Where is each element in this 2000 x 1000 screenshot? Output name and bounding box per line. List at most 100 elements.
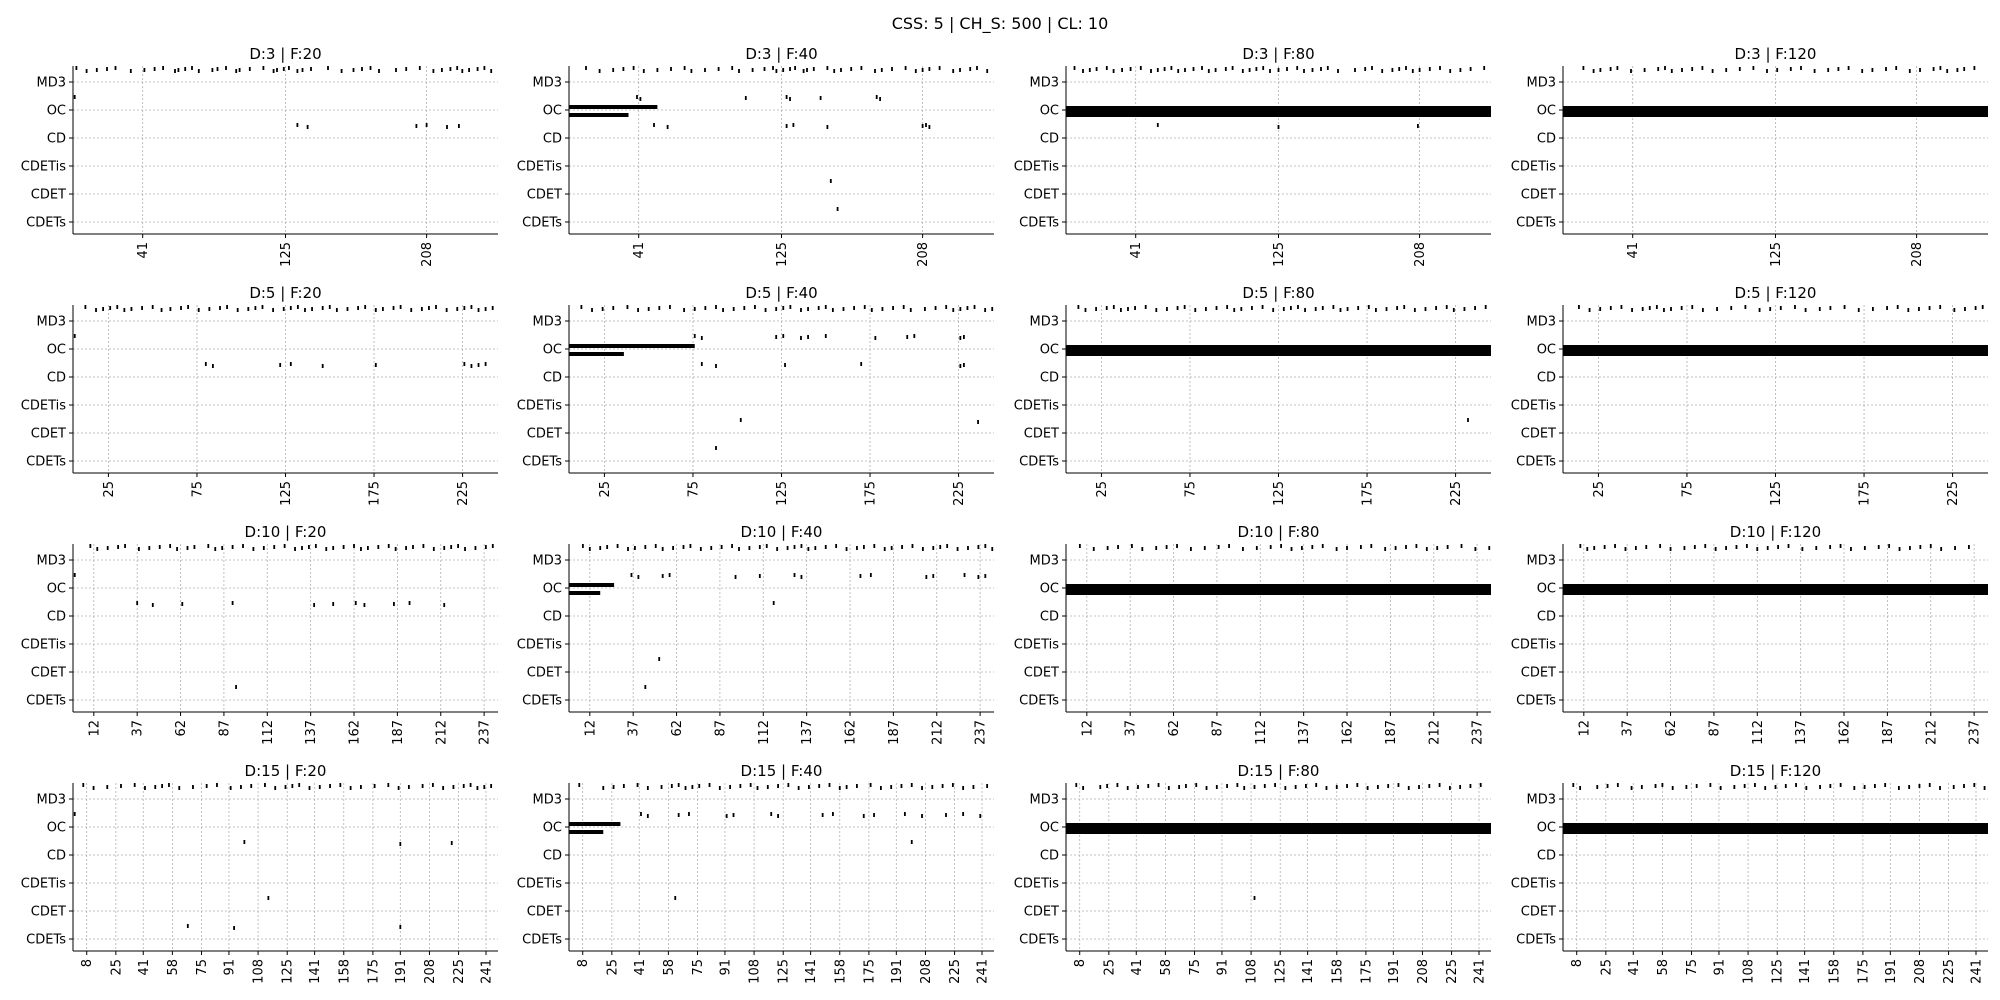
data-point	[1144, 305, 1147, 309]
y-tick-label: OC	[47, 582, 66, 597]
data-point	[491, 306, 494, 310]
data-bar	[1563, 106, 1988, 117]
data-point	[622, 784, 625, 788]
data-point	[387, 783, 390, 787]
data-point	[186, 924, 189, 928]
data-point	[294, 547, 296, 551]
data-point	[462, 784, 465, 788]
data-point	[1579, 786, 1582, 790]
data-point	[1907, 308, 1910, 312]
data-point	[800, 308, 802, 312]
data-point	[1176, 544, 1178, 548]
data-point	[1236, 783, 1239, 787]
x-tick-label: 125	[1771, 959, 1786, 984]
subplot-title: D:5 | F:40	[745, 284, 817, 302]
data-point	[484, 545, 487, 549]
data-point	[739, 784, 742, 788]
data-point	[911, 544, 914, 548]
data-point	[446, 125, 448, 129]
data-point	[606, 545, 609, 549]
data-point	[1968, 545, 1970, 549]
data-point	[1448, 786, 1451, 790]
data-point	[1671, 786, 1674, 790]
data-point	[1609, 306, 1612, 310]
x-tick-label: 41	[1626, 242, 1641, 259]
data-point	[1359, 545, 1362, 549]
data-point	[394, 547, 397, 551]
data-point	[369, 66, 372, 70]
data-point	[991, 307, 994, 311]
data-point	[1655, 305, 1658, 309]
x-tick-label: 75	[691, 959, 706, 976]
data-point	[1484, 305, 1487, 309]
data-point	[229, 786, 232, 790]
data-point	[75, 66, 78, 70]
data-point	[120, 784, 122, 788]
data-point	[392, 306, 395, 310]
data-point	[1704, 544, 1707, 548]
data-point	[421, 784, 424, 788]
data-point	[321, 364, 324, 368]
data-point	[1928, 306, 1931, 310]
x-tick-label: 25	[109, 959, 124, 976]
data-point	[1779, 306, 1782, 310]
subplot-title: D:3 | F:80	[1242, 45, 1314, 63]
data-point	[1195, 783, 1198, 787]
data-point	[700, 336, 703, 340]
data-point	[1418, 785, 1420, 789]
data-point	[1474, 306, 1476, 310]
data-point	[1320, 67, 1322, 71]
x-tick-label: 108	[748, 959, 763, 984]
y-tick-label: CDET	[527, 427, 562, 442]
data-point	[751, 68, 754, 72]
data-point	[1648, 306, 1651, 310]
y-tick-label: OC	[1040, 821, 1059, 836]
data-point	[1201, 66, 1203, 70]
data-point	[1939, 66, 1942, 70]
data-point	[1756, 547, 1759, 551]
data-point	[1405, 545, 1407, 549]
data-point	[1670, 307, 1672, 311]
x-tick-label: 137	[800, 720, 815, 745]
data-point	[634, 546, 636, 550]
data-point	[1284, 786, 1287, 790]
data-point	[476, 786, 479, 790]
data-point	[1714, 547, 1717, 551]
data-point	[361, 67, 363, 71]
data-point	[393, 602, 395, 606]
data-point	[1794, 305, 1796, 309]
y-tick-label: OC	[1537, 582, 1556, 597]
data-point	[1483, 66, 1486, 70]
data-point	[339, 783, 342, 787]
data-point	[710, 546, 713, 550]
data-point	[777, 784, 779, 788]
data-point	[890, 785, 893, 789]
subplot-title: D:10 | F:20	[245, 523, 327, 541]
data-point	[627, 547, 629, 551]
data-point	[468, 68, 470, 72]
data-point	[1789, 67, 1792, 71]
x-tick-label: 225	[1946, 481, 1961, 506]
subplot: D:5 | F:80 MD3 OC CD CDETis CDET CDETs 25 75 125 1…	[1014, 284, 1491, 506]
data-point	[674, 896, 677, 900]
subplot: D:10 | F:20 MD3 OC CD CDETis CDET CDETs 12 37 62 8…	[21, 523, 498, 745]
x-tick-label: 125	[1274, 959, 1289, 984]
data-point	[807, 335, 809, 339]
data-point	[1157, 783, 1160, 787]
x-tick-label: 25	[1095, 481, 1110, 498]
x-tick-label: 137	[1297, 720, 1312, 745]
data-bar	[569, 591, 601, 595]
x-tick-label: 191	[394, 959, 409, 984]
y-tick-label: CD	[543, 371, 562, 386]
y-tick-label: CDETis	[1511, 399, 1556, 414]
x-tick-label: 225	[452, 959, 467, 984]
data-point	[1469, 784, 1472, 788]
subplot: D:10 | F:40 MD3 OC CD CDETis CDET CDETs 12 37 62 8…	[517, 523, 994, 745]
data-point	[892, 306, 894, 310]
data-point	[431, 783, 434, 787]
x-tick-label: 225	[1445, 959, 1460, 984]
data-point	[946, 544, 949, 548]
data-point	[932, 574, 935, 578]
data-point	[602, 786, 605, 790]
data-point	[1769, 307, 1772, 311]
